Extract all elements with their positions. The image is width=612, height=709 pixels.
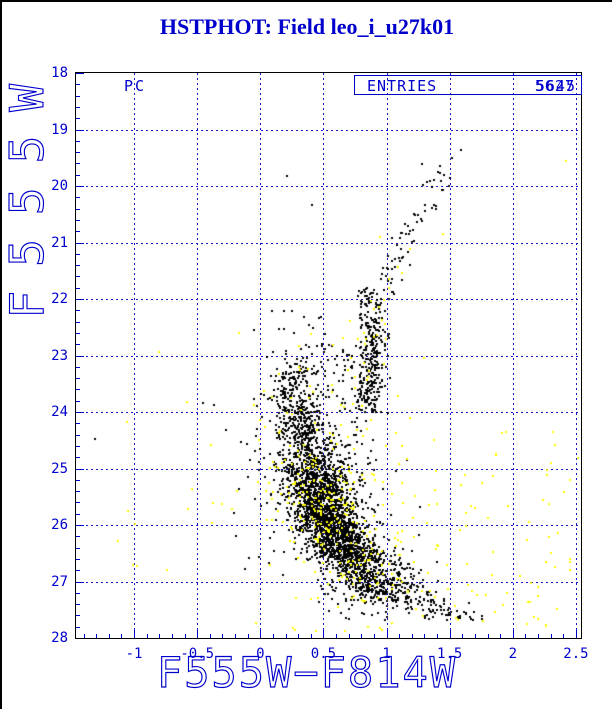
chip-label: PC xyxy=(124,77,147,95)
page-title: HSTPHOT: Field leo_i_u27k01 xyxy=(159,14,455,39)
entries-label: ENTRIES xyxy=(367,77,438,95)
entries-stats-box: ENTRIES 5645 5627 xyxy=(354,75,582,95)
x-tick-label: -0.5 xyxy=(180,646,215,662)
y-tick-label: 26 xyxy=(51,517,68,533)
y-tick-label: 22 xyxy=(51,291,68,307)
entries-value-2: 5627 xyxy=(534,77,575,95)
y-tick-label: 27 xyxy=(51,573,68,590)
y-tick-label: 23 xyxy=(51,347,68,364)
x-tick-label: 0.5 xyxy=(310,646,337,662)
y-tick-label: 20 xyxy=(51,178,68,194)
x-axis-title: F555W−F814W xyxy=(156,648,458,697)
x-tick-label: 0 xyxy=(256,646,265,662)
y-tick-label: 19 xyxy=(51,121,68,138)
y-tick-label: 21 xyxy=(51,234,68,251)
y-axis-title: F555W xyxy=(0,59,55,319)
plot-area: PC ENTRIES 5645 5627 xyxy=(75,72,582,639)
x-tick-label: 1 xyxy=(382,646,391,662)
x-tick-label: 2 xyxy=(508,646,518,662)
x-tick-label: 2.5 xyxy=(563,646,589,662)
scatter-points-canvas xyxy=(76,73,581,638)
entries-value-1: 5645 xyxy=(535,77,576,95)
y-tick-label: 18 xyxy=(51,65,68,81)
y-tick-label: 28 xyxy=(51,630,68,646)
x-tick-label: -1 xyxy=(125,646,143,662)
y-tick-label: 24 xyxy=(51,404,68,420)
y-tick-label: 25 xyxy=(51,460,68,477)
x-tick-label: 1.5 xyxy=(437,646,463,662)
